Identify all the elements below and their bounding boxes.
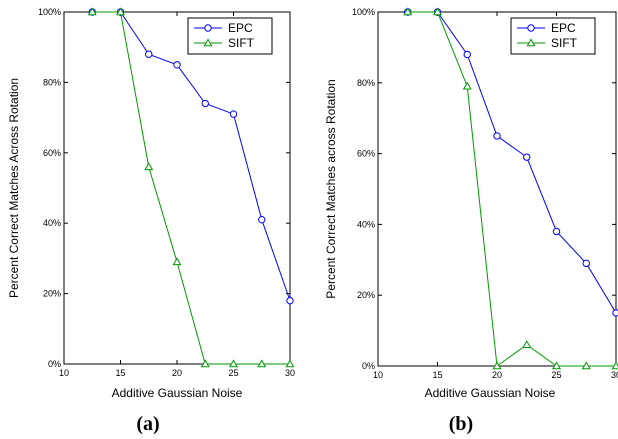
y-tick-label: 60%: [357, 149, 375, 159]
legend-label: SIFT: [551, 36, 578, 50]
point-sift: [257, 359, 267, 368]
figure-caption: (a): [136, 413, 159, 435]
series-line-epc: [92, 11, 291, 301]
y-axis-label: Percent Correct Matches across Rotation: [324, 79, 338, 298]
figure-caption: (b): [449, 413, 473, 435]
point-sift: [403, 7, 413, 16]
series-line-epc: [407, 11, 617, 314]
point-epc: [523, 153, 531, 161]
x-tick-label: 10: [59, 368, 69, 378]
point-sift: [87, 7, 97, 16]
point-sift: [492, 361, 502, 370]
point-epc: [612, 309, 618, 317]
point-sift: [522, 340, 532, 348]
x-axis-label: Additive Gaussian Noise: [425, 386, 556, 400]
point-sift: [581, 361, 591, 370]
y-tick-label: 20%: [357, 290, 375, 300]
x-tick-label: 15: [115, 368, 125, 378]
legend-marker: [204, 24, 212, 32]
y-tick-label: 20%: [43, 289, 61, 299]
legend-marker: [526, 38, 536, 47]
legend-box: [187, 17, 273, 55]
y-tick-label: 40%: [357, 219, 375, 229]
point-sift: [144, 162, 154, 171]
y-tick-label: 40%: [43, 218, 61, 228]
series-line-sift: [407, 11, 616, 367]
point-sift: [200, 359, 210, 368]
legend-marker: [527, 24, 535, 32]
point-epc: [552, 227, 561, 236]
point-sift: [552, 361, 561, 370]
y-tick-label: 0%: [48, 359, 61, 369]
y-tick-label: 0%: [362, 361, 375, 371]
x-axis-label: Additive Gaussian Noise: [112, 386, 243, 400]
legend-box: [510, 17, 596, 55]
point-sift: [462, 81, 472, 90]
chart-a: 10 15 20 25 30 0% 20% 40% 60% 80% 100% Additive Gau…: [7, 7, 295, 435]
point-sift: [229, 359, 238, 368]
legend-marker: [203, 38, 213, 47]
legend-label: SIFT: [228, 36, 255, 50]
point-sift: [285, 359, 295, 368]
point-epc: [286, 296, 294, 305]
x-tick-label: 25: [551, 370, 561, 380]
y-axis-label: Percent Correct Matches Across Rotation: [7, 78, 21, 298]
x-tick-label: 25: [228, 368, 238, 378]
point-epc: [173, 61, 181, 69]
chart-b: 10 15 20 25 30 0% 20% 40% 60% 80% 100% Additive Gau…: [324, 7, 618, 435]
point-epc: [582, 259, 590, 268]
point-epc: [229, 110, 238, 118]
x-tick-label: 30: [285, 368, 295, 378]
legend-label: EPC: [551, 21, 576, 35]
point-epc: [463, 50, 471, 59]
x-tick-label: 15: [432, 370, 442, 380]
y-tick-label: 100%: [352, 7, 375, 17]
point-epc: [201, 99, 209, 108]
point-epc: [258, 215, 266, 224]
point-epc: [493, 132, 501, 140]
y-tick-label: 100%: [38, 7, 61, 17]
legend-label: EPC: [228, 21, 253, 35]
series-line-sift: [92, 11, 290, 365]
x-tick-label: 20: [492, 370, 502, 380]
point-sift: [116, 7, 125, 16]
point-sift: [433, 7, 442, 16]
point-epc: [145, 50, 153, 58]
y-tick-label: 80%: [43, 77, 61, 87]
point-sift: [172, 257, 182, 266]
y-tick-label: 80%: [357, 78, 375, 88]
x-tick-label: 20: [172, 368, 182, 378]
x-tick-label: 30: [611, 370, 618, 380]
plot-frame: [377, 11, 617, 367]
y-tick-label: 60%: [43, 148, 61, 158]
x-tick-label: 10: [373, 370, 383, 380]
